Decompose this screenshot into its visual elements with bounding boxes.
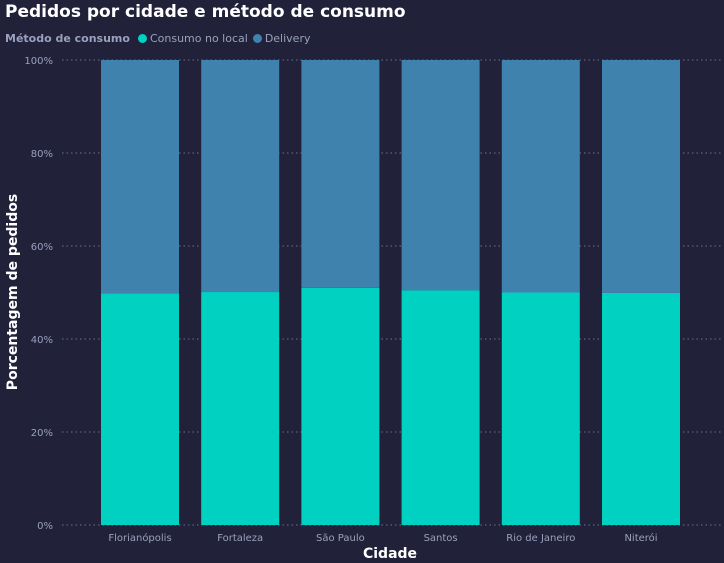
bar-segment-consumo-no-local[interactable] (101, 293, 179, 525)
y-axis-title: Porcentagem de pedidos (5, 194, 21, 390)
bars (101, 60, 680, 525)
bar-segment-consumo-no-local[interactable] (501, 292, 580, 526)
legend-swatch-delivery (252, 34, 262, 43)
legend-item-delivery[interactable]: Delivery (252, 32, 311, 45)
x-tick-label: Santos (424, 533, 458, 544)
y-tick-label: 20% (31, 428, 53, 439)
legend-label-delivery: Delivery (264, 32, 311, 45)
x-tick-label: Rio de Janeiro (506, 533, 575, 544)
y-tick-label: 80% (31, 149, 53, 160)
bar-segment-delivery[interactable] (401, 60, 480, 291)
bar-segment-delivery[interactable] (602, 60, 680, 293)
x-axis-ticks: Florianópolis Fortaleza São Paulo Santos Rio… (108, 532, 657, 544)
y-tick-label: 0% (37, 521, 53, 532)
legend: Método de consumo Consumo no local Deliv… (5, 32, 315, 45)
legend-swatch-consumo-no-local (137, 34, 147, 43)
bar-segment-delivery[interactable] (201, 60, 280, 293)
legend-title: Método de consumo (5, 32, 130, 45)
bar-segment-delivery[interactable] (501, 60, 580, 293)
x-tick-label: Niterói (624, 532, 657, 544)
bar-segment-delivery[interactable] (101, 60, 179, 294)
x-tick-label: Fortaleza (217, 533, 263, 544)
x-axis-title: Cidade (363, 546, 417, 562)
bar-segment-consumo-no-local[interactable] (401, 290, 480, 525)
chart-title: Pedidos por cidade e método de consumo (5, 2, 406, 22)
bar-segment-consumo-no-local[interactable] (602, 292, 680, 525)
y-tick-label: 100% (24, 56, 53, 67)
x-tick-label: Florianópolis (108, 532, 171, 544)
bar-segment-consumo-no-local[interactable] (201, 292, 280, 525)
bar-segment-consumo-no-local[interactable] (301, 287, 380, 525)
y-axis-ticks: 0% 20% 40% 60% 80% 100% (24, 56, 53, 532)
y-tick-label: 40% (31, 335, 53, 346)
y-tick-label: 60% (31, 242, 53, 253)
legend-label-consumo-no-local: Consumo no local (149, 32, 248, 45)
bar-segment-delivery[interactable] (301, 60, 380, 288)
legend-item-consumo-no-local[interactable]: Consumo no local (137, 32, 248, 45)
x-tick-label: São Paulo (316, 533, 365, 544)
